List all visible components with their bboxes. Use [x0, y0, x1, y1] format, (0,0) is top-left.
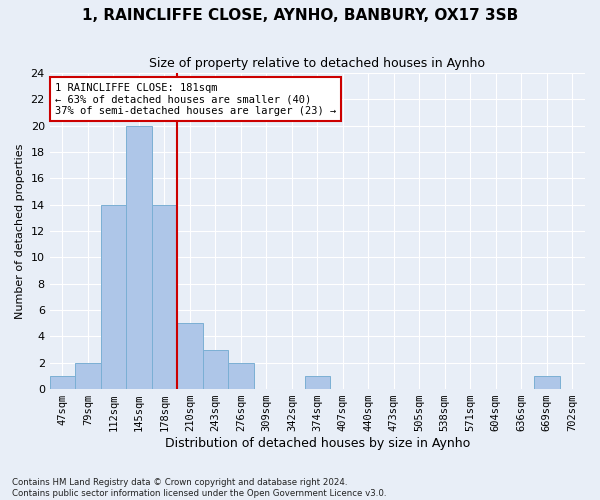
- Bar: [203, 350, 228, 389]
- Bar: [177, 323, 203, 389]
- Bar: [228, 362, 254, 389]
- Bar: [305, 376, 330, 389]
- Bar: [534, 376, 560, 389]
- Bar: [152, 204, 177, 389]
- Text: Contains HM Land Registry data © Crown copyright and database right 2024.
Contai: Contains HM Land Registry data © Crown c…: [12, 478, 386, 498]
- Text: 1 RAINCLIFFE CLOSE: 181sqm
← 63% of detached houses are smaller (40)
37% of semi: 1 RAINCLIFFE CLOSE: 181sqm ← 63% of deta…: [55, 82, 336, 116]
- Bar: [50, 376, 75, 389]
- Text: 1, RAINCLIFFE CLOSE, AYNHO, BANBURY, OX17 3SB: 1, RAINCLIFFE CLOSE, AYNHO, BANBURY, OX1…: [82, 8, 518, 22]
- Bar: [126, 126, 152, 389]
- Bar: [101, 204, 126, 389]
- Title: Size of property relative to detached houses in Aynho: Size of property relative to detached ho…: [149, 58, 485, 70]
- Y-axis label: Number of detached properties: Number of detached properties: [15, 144, 25, 319]
- Bar: [75, 362, 101, 389]
- X-axis label: Distribution of detached houses by size in Aynho: Distribution of detached houses by size …: [165, 437, 470, 450]
